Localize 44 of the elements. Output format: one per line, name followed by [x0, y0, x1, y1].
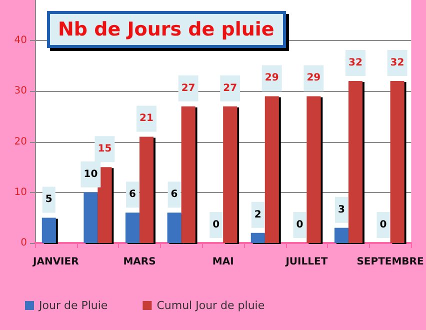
data-label: 0 [380, 220, 387, 230]
legend-label: Jour de Pluie [38, 299, 108, 312]
data-label: 29 [264, 72, 279, 84]
bar [84, 192, 98, 243]
data-label: 29 [306, 72, 321, 84]
bar [264, 96, 279, 243]
y-tick-label: 10 [14, 186, 27, 198]
y-tick-label: 30 [14, 86, 27, 97]
bar [125, 212, 140, 243]
bar [167, 212, 182, 243]
data-label: 27 [223, 82, 238, 94]
bar [348, 81, 362, 243]
bar [98, 167, 112, 243]
data-label: 0 [212, 220, 220, 230]
y-tick-label: 20 [14, 136, 27, 148]
data-label: 6 [170, 189, 178, 200]
bar [223, 106, 238, 243]
data-label: 32 [390, 58, 404, 68]
data-label: 32 [348, 58, 362, 68]
bar [334, 228, 348, 243]
x-tick-label: JANVIER [32, 256, 80, 268]
text: Nb de Jours de pluie [58, 18, 274, 40]
data-label: 2 [254, 209, 262, 220]
bar [181, 106, 196, 243]
x-tick-label: MARS [123, 256, 156, 268]
y-tick-label: 0 [20, 238, 27, 248]
y-tick-label: 40 [14, 35, 27, 46]
bar [390, 81, 404, 243]
bar [42, 218, 56, 243]
data-label: 3 [338, 204, 345, 216]
x-tick-label: MAI [212, 256, 234, 268]
data-label: 15 [98, 144, 112, 155]
x-tick-label: JUILLET [284, 256, 328, 268]
bar [139, 136, 154, 243]
data-label: 5 [45, 194, 52, 206]
legend-label: Cumul Jour de pluie [156, 299, 265, 312]
bar [306, 96, 321, 243]
x-tick-label: SEPTEMBRE [356, 256, 424, 268]
data-label: 0 [296, 220, 304, 230]
bar [250, 232, 265, 243]
data-label: 6 [129, 189, 136, 200]
data-label: 21 [140, 113, 154, 124]
data-label: 27 [181, 82, 196, 94]
data-label: 10 [84, 168, 98, 180]
